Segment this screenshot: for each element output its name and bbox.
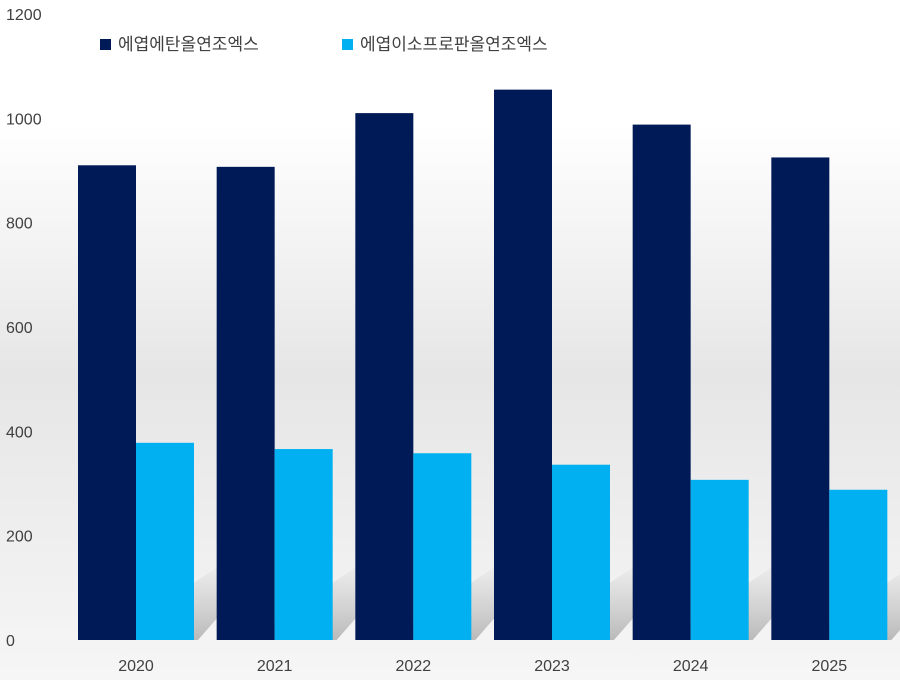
bar-series1 <box>78 165 136 641</box>
bar-series1 <box>771 157 830 641</box>
y-tick-label: 0 <box>6 633 15 650</box>
legend-swatch <box>100 39 111 50</box>
x-tick-label: 2022 <box>396 658 432 675</box>
y-tick-label: 200 <box>6 529 33 546</box>
legend-swatch <box>342 39 353 50</box>
bar-series1 <box>494 89 552 641</box>
legend: 에엽에탄올연조엑스 에엽이소프로판올연조엑스 <box>100 35 548 55</box>
bar-series1 <box>632 124 691 641</box>
x-tick-label: 2024 <box>673 658 709 675</box>
x-axis: 2020 2021 2022 2023 2024 2025 <box>118 658 847 675</box>
x-tick-label: 2025 <box>812 658 848 675</box>
bars <box>78 89 888 641</box>
y-tick-label: 600 <box>6 320 33 337</box>
y-tick-label: 400 <box>6 424 33 441</box>
bar-series2 <box>136 442 194 640</box>
y-tick-label: 1000 <box>6 111 42 128</box>
bar-series2 <box>274 449 333 640</box>
bar-series2 <box>552 464 610 640</box>
y-axis: 0 200 400 600 800 1000 1200 <box>6 7 42 650</box>
bar-series1 <box>216 166 275 640</box>
legend-label: 에엽이소프로판올연조엑스 <box>360 35 548 55</box>
bar-series2 <box>829 489 888 640</box>
x-tick-label: 2020 <box>118 658 154 675</box>
bar-series2 <box>413 453 472 640</box>
x-tick-label: 2023 <box>534 658 570 675</box>
bar-series2 <box>690 479 749 640</box>
y-tick-label: 800 <box>6 216 33 233</box>
x-tick-label: 2021 <box>257 658 293 675</box>
legend-label: 에엽에탄올연조엑스 <box>118 35 259 55</box>
bar-series1 <box>355 113 414 640</box>
y-tick-label: 1200 <box>6 7 42 24</box>
